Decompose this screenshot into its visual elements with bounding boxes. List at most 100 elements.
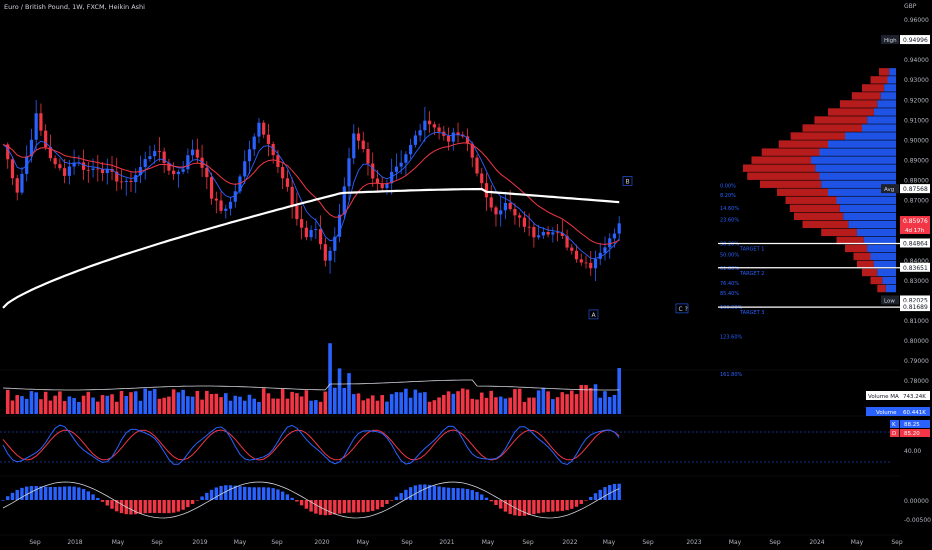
macd-histogram-bar [162, 500, 166, 514]
profile-buy-bar [880, 92, 896, 100]
volume-bar [242, 400, 247, 414]
volume-bar [333, 387, 337, 414]
volume-ma-line [2, 379, 620, 391]
fib-level-label: 8.20% [720, 193, 736, 199]
price-badges: High 0.94996 Avg 0.87568 0.85976 4d 17h 0.8486… [881, 35, 930, 312]
time-tick-label: Sep [271, 539, 283, 546]
candle-body [290, 186, 294, 206]
macd-histogram-bar [247, 487, 252, 500]
candle-body [385, 183, 389, 189]
macd-histogram-bar [356, 500, 361, 513]
macd-histogram-bar [186, 500, 190, 508]
volume-bar [456, 391, 460, 414]
macd-histogram-bar [494, 500, 498, 506]
candle-body [551, 232, 555, 235]
macd-histogram-bar [432, 485, 437, 500]
profile-buy-bar [839, 204, 896, 212]
macd-histogram-bar [612, 483, 617, 500]
macd-histogram-bar [190, 500, 195, 504]
volume-bar [517, 388, 522, 414]
profile-sell-bar [777, 188, 828, 196]
volume-bar [361, 400, 366, 414]
profile-sell-bar [870, 276, 883, 285]
candle-body [432, 124, 436, 128]
volume-bar [475, 399, 479, 414]
candle-body [428, 120, 432, 125]
price-badge-value: 0.82025 [903, 297, 928, 304]
volume-ma-value: 743.24K [903, 394, 926, 400]
volume-bar [498, 396, 503, 414]
macd-histogram-bar [427, 484, 432, 500]
candle-body [579, 259, 583, 263]
volume-bar [541, 388, 546, 414]
macd-histogram-bar [1, 500, 5, 501]
macd-histogram-bar [560, 500, 565, 511]
macd-pane: 0.00000 -0.00500 [1, 481, 931, 524]
candle-body [81, 162, 86, 170]
profile-buy-bar [856, 228, 896, 237]
price-pane [2, 100, 621, 309]
badge-tag-label: High [884, 38, 897, 44]
price-badge [900, 302, 930, 312]
candle-body [342, 186, 346, 215]
volume-bar [318, 401, 323, 414]
candle-body [489, 197, 493, 208]
macd-histogram-bar [423, 484, 427, 500]
macd-histogram-bar [200, 496, 204, 500]
macd-histogram-bar [475, 491, 479, 500]
ma-fast-line [2, 131, 620, 259]
price-badge [900, 35, 930, 45]
wave-label-box [622, 176, 633, 186]
macd-histogram-bar [96, 497, 100, 500]
price-tick-label: 0.79000 [904, 358, 929, 365]
macd-histogram-bar [53, 486, 57, 500]
candle-body [228, 201, 233, 209]
macd-histogram-bar [91, 494, 95, 500]
time-tick-label: 2022 [562, 539, 577, 546]
candle-body [371, 163, 375, 179]
macd-histogram-bar [219, 485, 223, 500]
candle-body [333, 236, 337, 251]
wave-label-box [588, 309, 599, 320]
macd-histogram-bar [499, 500, 503, 509]
profile-buy-bar [867, 244, 896, 253]
macd-histogram-bar [546, 500, 550, 512]
macd-histogram-bar [10, 492, 15, 500]
candle-body [281, 167, 285, 179]
volume-ma-badge [866, 391, 930, 400]
profile-buy-bar [843, 212, 896, 221]
time-tick-label: May [603, 539, 616, 546]
profile-sell-bar [862, 84, 885, 92]
time-tick-label: Sep [642, 539, 654, 546]
volume-bar [423, 392, 427, 414]
macd-histogram-bar [574, 500, 579, 507]
candle-body [257, 122, 261, 137]
candle-body [214, 198, 218, 201]
macd-histogram-bar [584, 500, 588, 501]
profile-buy-bar [863, 236, 896, 245]
candle-body [58, 164, 62, 169]
profile-buy-bar [836, 196, 896, 204]
macd-histogram-bar [437, 486, 441, 500]
macd-histogram-bar [314, 500, 318, 514]
volume-bar [24, 398, 29, 414]
candle-body [153, 151, 157, 157]
candle-body [480, 173, 484, 184]
volume-bar [389, 394, 394, 414]
stoch-k-line [2, 424, 620, 466]
candle-body [574, 250, 579, 260]
profile-sell-bar [839, 100, 878, 108]
macd-histogram-bar [181, 500, 185, 510]
candle-body [219, 200, 223, 211]
macd-histogram-bar [593, 493, 598, 500]
candle-body [63, 168, 67, 176]
candle-body [39, 113, 43, 131]
volume-bar [503, 398, 508, 414]
wave-label-box [675, 303, 689, 314]
macd-histogram-bar [285, 494, 290, 500]
candle-body [15, 178, 19, 193]
volume-bar [20, 396, 24, 414]
volume-bar [257, 401, 261, 414]
profile-buy-bar [821, 180, 896, 188]
